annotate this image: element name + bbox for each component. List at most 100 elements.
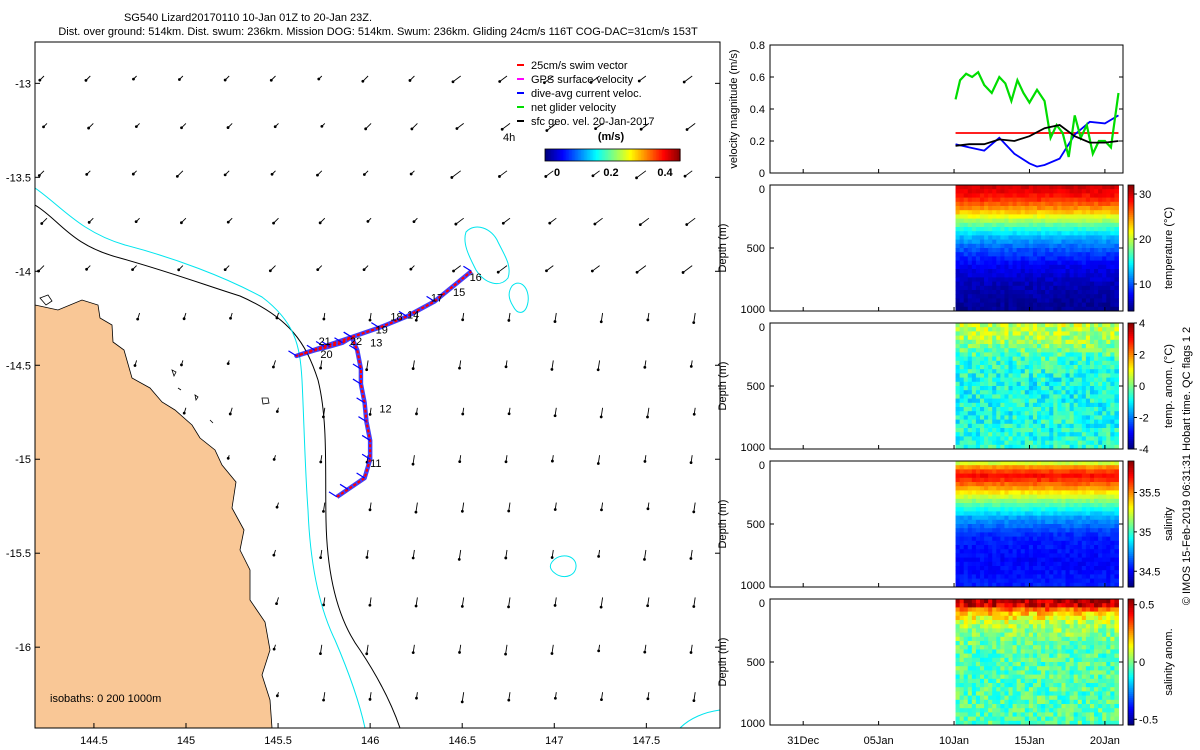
section-cell <box>979 636 985 642</box>
section-cell <box>1102 540 1107 546</box>
section-cell <box>1008 603 1014 608</box>
section-cell <box>996 465 1001 470</box>
section-cell <box>1061 386 1067 391</box>
section-cell <box>1073 302 1079 308</box>
section-cell <box>967 473 973 479</box>
section-cell <box>1016 536 1022 542</box>
section-cell <box>1008 206 1014 211</box>
section-cell <box>1094 532 1099 538</box>
section-cell <box>1004 615 1010 621</box>
section-cell <box>992 561 997 567</box>
section-cell <box>971 507 977 512</box>
section-cell <box>1041 486 1046 491</box>
section-cell <box>963 290 969 295</box>
section-cell <box>1065 264 1071 270</box>
section-cell <box>1012 331 1018 337</box>
section-cell <box>1004 260 1010 266</box>
section-cell <box>1061 490 1067 496</box>
section-cell <box>1004 348 1010 353</box>
section-cell <box>1024 486 1030 491</box>
section-cell <box>955 490 961 496</box>
section-cell <box>1065 348 1071 353</box>
section-cell <box>971 536 977 542</box>
section-cell <box>1085 407 1091 412</box>
section-cell <box>971 578 977 584</box>
section-cell <box>963 486 969 491</box>
section-cell <box>988 335 993 341</box>
map-y-tick-label: -14.5 <box>6 360 31 372</box>
section-cell <box>1020 477 1026 483</box>
section-cell <box>1004 494 1010 500</box>
section-y-tick-label: 0 <box>759 322 765 334</box>
section-cell <box>959 360 965 366</box>
section-cell <box>979 415 985 421</box>
current-arrow-head <box>507 412 511 416</box>
section-colorbar-cell <box>1128 500 1134 504</box>
section-cell <box>1085 486 1091 491</box>
section-cell <box>963 252 969 257</box>
section-cell <box>992 553 997 559</box>
section-cell <box>1024 603 1030 608</box>
section-cell <box>1024 331 1030 337</box>
section-cell <box>1028 394 1034 400</box>
section-cell <box>1069 281 1075 287</box>
section-cell <box>1106 477 1111 483</box>
section-cell <box>971 473 977 479</box>
section-cell <box>1061 599 1067 604</box>
section-cell <box>1073 486 1079 491</box>
section-cell <box>996 298 1001 304</box>
section-cell <box>1049 264 1054 270</box>
colorbar-cell <box>654 149 657 161</box>
section-cell <box>963 570 969 575</box>
section-cell <box>1077 490 1083 496</box>
section-cell <box>1049 498 1054 504</box>
section-cell <box>967 482 973 487</box>
section-cell <box>1106 248 1111 253</box>
section-cell <box>992 566 997 571</box>
section-cell <box>988 615 993 621</box>
section-cell <box>1053 603 1058 608</box>
section-cell <box>988 632 993 638</box>
section-cell <box>1028 298 1034 304</box>
current-arrow <box>682 265 693 273</box>
section-cell <box>979 323 985 328</box>
section-cell <box>1081 411 1087 416</box>
section-cell <box>1041 503 1046 508</box>
current-arrow <box>320 644 323 654</box>
section-cell <box>1065 507 1071 512</box>
section-cell <box>984 465 989 470</box>
current-arrow <box>590 75 600 83</box>
section-cell <box>1024 222 1030 228</box>
section-cell <box>1028 549 1034 554</box>
section-colorbar-cell <box>1128 419 1134 423</box>
section-cell <box>1020 201 1026 207</box>
track-day-label: 11 <box>370 458 381 470</box>
section-cell <box>1077 436 1083 442</box>
track-day-label: 20 <box>320 349 332 361</box>
section-cell <box>1110 298 1115 304</box>
section-cell <box>979 193 985 199</box>
section-cell <box>1057 273 1062 278</box>
section-cell <box>955 486 961 491</box>
section-cell <box>963 239 969 245</box>
section-cell <box>1012 356 1018 362</box>
section-cell <box>996 461 1001 466</box>
section-cell <box>963 277 969 283</box>
section-cell <box>1106 540 1111 546</box>
section-cell <box>1012 419 1018 425</box>
section-cell <box>1028 398 1034 404</box>
section-cell <box>1024 641 1030 646</box>
section-cell <box>984 348 989 353</box>
section-cell <box>1110 624 1115 629</box>
section-cell <box>1061 302 1067 308</box>
current-arrow-head <box>409 172 413 176</box>
section-cell <box>1085 273 1091 278</box>
section-cell <box>1028 536 1034 542</box>
section-cell <box>992 465 997 470</box>
current-arrow-head <box>226 220 230 224</box>
section-cell <box>1008 599 1014 604</box>
section-cell <box>1106 206 1111 211</box>
section-cell <box>1094 386 1099 391</box>
